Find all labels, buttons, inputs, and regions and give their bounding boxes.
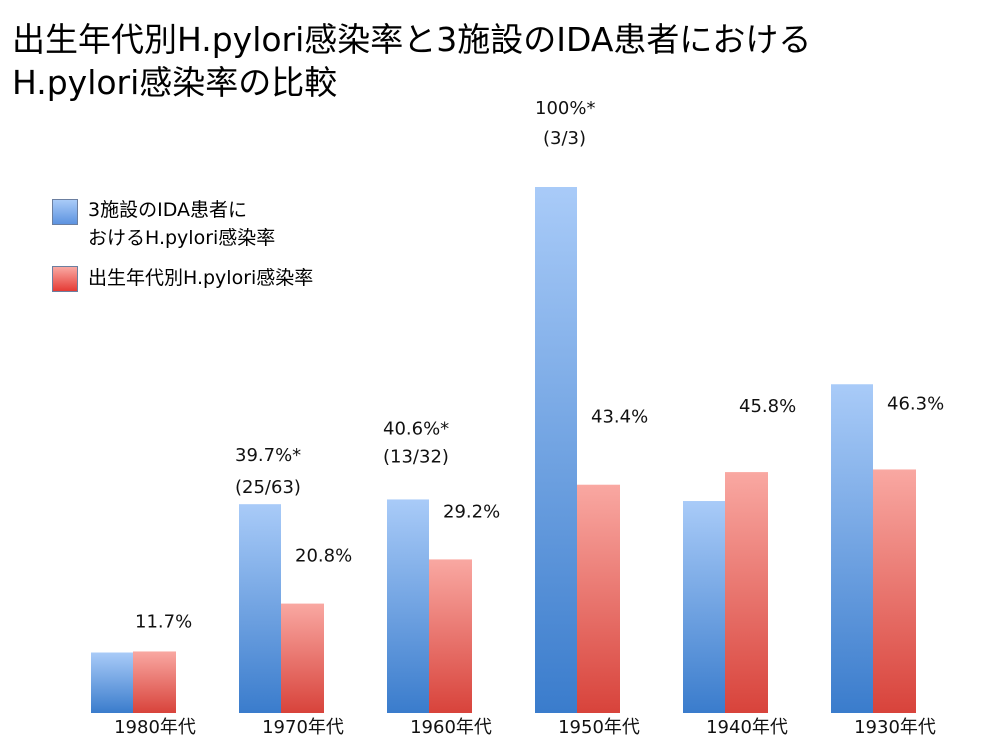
data-label-blue-count: (25/63) [235, 477, 301, 498]
legend-swatch-red [52, 266, 78, 292]
bar-blue-2 [387, 499, 429, 713]
data-label-blue-count: (3/3) [543, 128, 586, 149]
data-label-red: 20.8% [295, 546, 352, 567]
bar-blue-1 [239, 504, 281, 713]
data-label-red: 46.3% [887, 393, 944, 414]
bar-blue-0 [91, 652, 133, 713]
legend-label-blue: 3施設のIDA患者に おけるH.pylori感染率 [88, 199, 276, 249]
bar-red-1 [281, 603, 324, 713]
bar-red-2 [429, 559, 472, 713]
bar-red-0 [133, 651, 176, 713]
chart-title: 出生年代別H.pylori感染率と3施設のIDA患者におけるH.pylori感染… [12, 20, 812, 102]
x-tick-label: 1940年代 [706, 717, 788, 738]
x-tick-label: 1930年代 [854, 717, 936, 738]
data-label-blue: 100%* [535, 98, 595, 119]
data-label-red: 11.7% [135, 611, 192, 632]
x-tick-label: 1970年代 [262, 717, 344, 738]
bar-blue-4 [683, 501, 725, 713]
data-label-red: 45.8% [739, 396, 796, 417]
data-label-blue-count: (13/32) [383, 446, 449, 467]
x-tick-label: 1980年代 [114, 717, 196, 738]
bar-red-5 [873, 469, 916, 713]
x-tick-label: 1960年代 [410, 717, 492, 738]
data-label-red: 29.2% [443, 501, 500, 522]
legend-swatch-blue [52, 199, 78, 225]
bar-red-4 [725, 472, 768, 713]
data-label-blue: 40.6%* [383, 418, 449, 439]
bar-blue-5 [831, 384, 873, 713]
bar-blue-3 [535, 187, 577, 713]
data-label-blue: 39.7%* [235, 445, 301, 466]
x-tick-label: 1950年代 [558, 717, 640, 738]
data-label-red: 43.4% [591, 407, 648, 428]
bar-red-3 [577, 484, 620, 713]
legend-label-red: 出生年代別H.pylori感染率 [88, 267, 314, 289]
